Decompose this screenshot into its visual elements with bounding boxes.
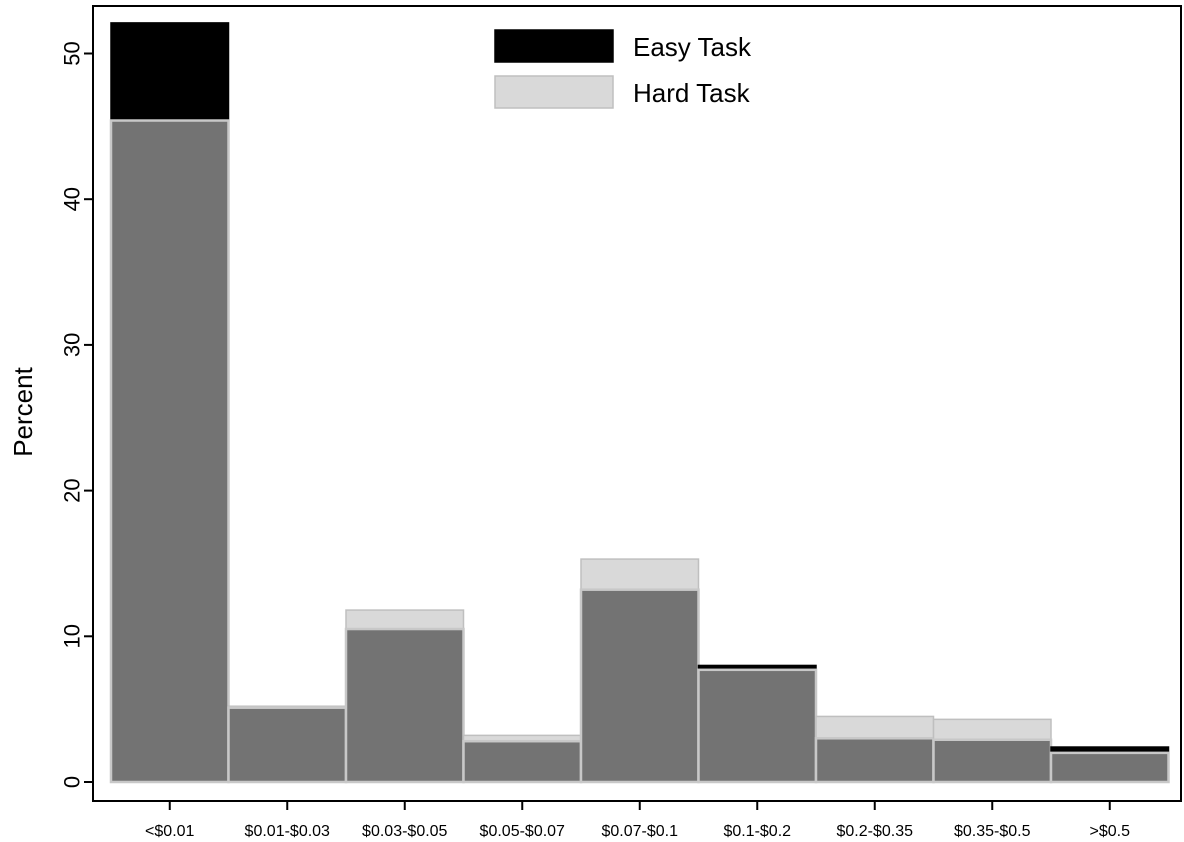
bar-overlap-5 [697, 668, 818, 784]
bar-overlap-0 [109, 119, 230, 784]
bar-overlap-4 [579, 588, 700, 784]
x-tick-label-3: $0.05-$0.07 [480, 823, 566, 840]
x-axis: <$0.01 $0.01-$0.03 $0.03-$0.05 $0.05-$0.07 $… [145, 801, 1130, 840]
x-tick-label-4: $0.07-$0.1 [601, 823, 678, 840]
bar-overlap-8 [1049, 751, 1170, 784]
bar-excess-2 [345, 609, 465, 630]
x-tick-label-7: $0.35-$0.5 [954, 823, 1031, 840]
legend-swatch-0 [494, 29, 614, 63]
x-tick-label-0: <$0.01 [145, 823, 194, 840]
bar-excess-0 [110, 22, 230, 122]
bar-excess-4 [580, 558, 700, 591]
bar-overlap-1 [227, 706, 348, 784]
x-tick-label-6: $0.2-$0.35 [836, 823, 913, 840]
y-tick-label-0: 0 [60, 776, 85, 788]
bars-group [109, 22, 1170, 784]
bar-overlap-2 [344, 627, 465, 784]
y-tick-label-5: 50 [60, 41, 85, 65]
y-tick-label-2: 20 [60, 478, 85, 502]
legend: Easy Task Hard Task [494, 29, 752, 109]
legend-label-1: Hard Task [633, 78, 751, 108]
x-tick-label-5: $0.1-$0.2 [723, 823, 791, 840]
bar-overlap-3 [462, 739, 583, 784]
y-axis: 0 10 20 30 40 50 [60, 41, 93, 788]
x-tick-label-1: $0.01-$0.03 [245, 823, 331, 840]
x-tick-label-2: $0.03-$0.05 [362, 823, 448, 840]
y-tick-label-4: 40 [60, 187, 85, 211]
y-axis-label: Percent [8, 366, 38, 456]
bar-excess-6 [815, 715, 935, 740]
bar-excess-7 [932, 718, 1052, 741]
bar-overlap-7 [932, 738, 1053, 784]
legend-label-0: Easy Task [633, 32, 752, 62]
legend-swatch-1 [494, 75, 614, 109]
x-tick-label-8: >$0.5 [1090, 823, 1131, 840]
y-tick-label-3: 30 [60, 333, 85, 357]
bar-overlap-6 [814, 737, 935, 784]
y-tick-label-1: 10 [60, 624, 85, 648]
